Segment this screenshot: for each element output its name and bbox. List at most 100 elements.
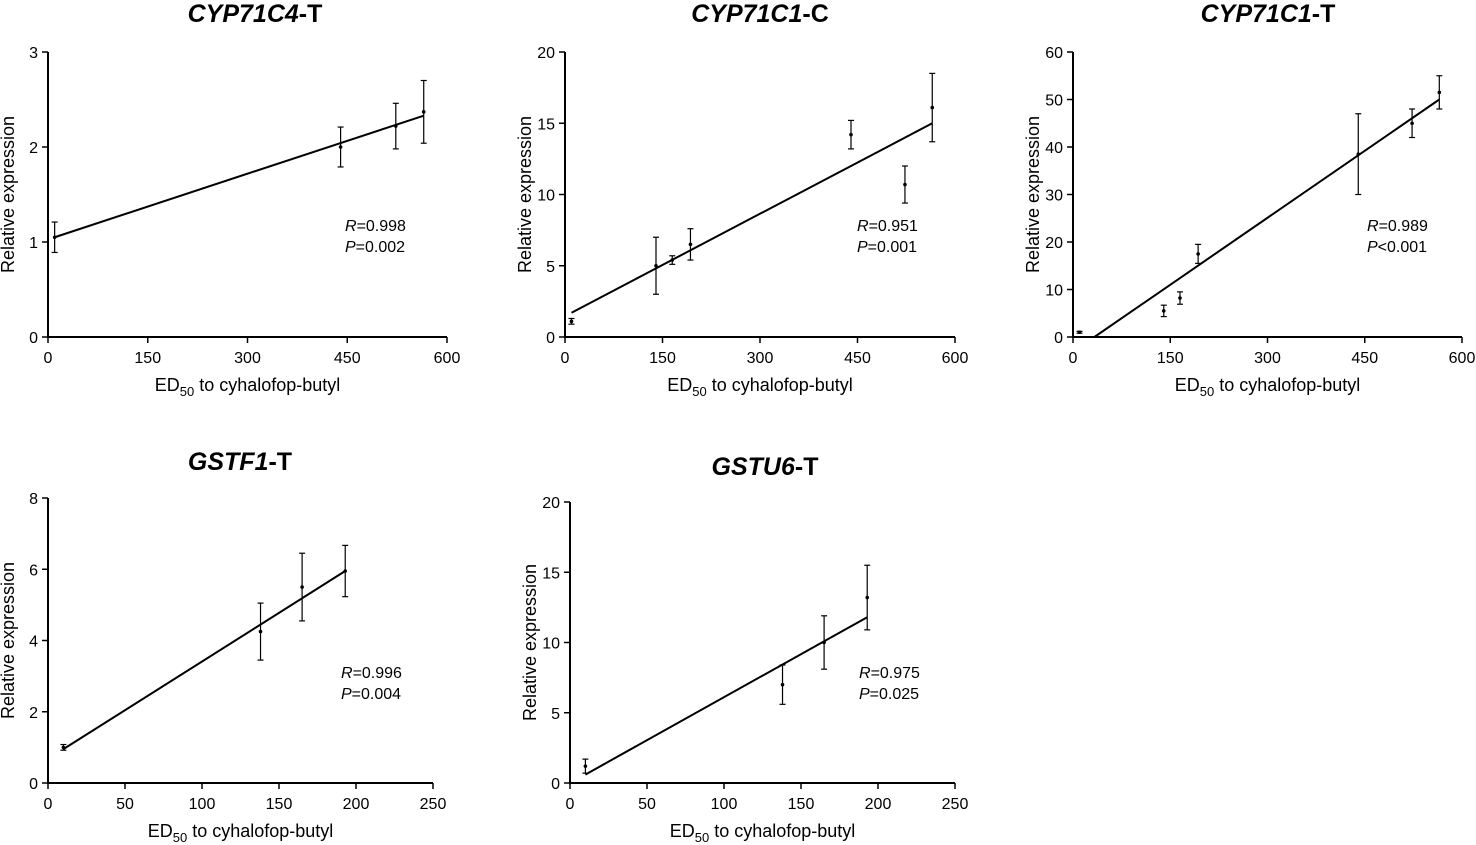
data-point xyxy=(583,764,588,768)
x-tick-label: 0 xyxy=(561,350,570,367)
y-tick-label: 15 xyxy=(542,565,560,582)
chart-title: CYP71C1-C xyxy=(691,0,829,28)
r-value: =0.989 xyxy=(1379,218,1428,235)
x-axis-label: ED50 to cyhalofop-butyl xyxy=(155,375,341,399)
x-tick-label: 0 xyxy=(566,796,575,813)
data-point xyxy=(670,258,675,262)
p-value: =0.004 xyxy=(352,686,401,703)
data-point xyxy=(1178,296,1182,300)
y-tick-label: 5 xyxy=(546,259,555,276)
x-axis-label-subscript: 50 xyxy=(173,830,187,845)
data-point xyxy=(903,182,907,187)
chart-title: GSTU6-T xyxy=(712,453,819,481)
r-label: R xyxy=(345,218,357,235)
y-tick-label: 4 xyxy=(29,634,38,651)
p-value: =0.002 xyxy=(356,239,405,256)
chart-title-suffix: -C xyxy=(802,0,828,28)
data-point xyxy=(1161,309,1166,313)
data-point xyxy=(343,569,348,573)
data-point xyxy=(780,682,785,687)
data-point xyxy=(393,124,398,128)
y-tick-label: 20 xyxy=(542,495,560,512)
x-tick-label: 250 xyxy=(942,796,969,813)
chart-title: CYP71C1-T xyxy=(1201,0,1336,28)
x-tick-label: 250 xyxy=(420,796,447,813)
x-axis-label-main: ED xyxy=(1175,375,1200,395)
r-value: =0.996 xyxy=(353,665,402,682)
p-label: P xyxy=(345,239,356,256)
p-label: P xyxy=(341,686,352,703)
r-annotation: R=0.998 xyxy=(345,218,406,235)
chart-title-suffix: -T xyxy=(299,0,323,28)
p-annotation: P=0.025 xyxy=(859,686,919,703)
x-axis-label-main: ED xyxy=(148,821,173,841)
chart-title-gene: CYP71C4 xyxy=(188,0,299,28)
chart-title-gene: GSTU6 xyxy=(712,453,796,481)
x-tick-label: 0 xyxy=(44,350,53,367)
x-axis-label: ED50 to cyhalofop-butyl xyxy=(148,821,334,845)
y-tick-label: 10 xyxy=(537,188,555,205)
y-tick-label: 0 xyxy=(29,776,38,793)
y-tick-label: 50 xyxy=(1045,93,1063,110)
data-point xyxy=(1437,90,1442,95)
r-value: =0.998 xyxy=(357,218,406,235)
p-value: =0.025 xyxy=(870,686,919,703)
p-value: <0.001 xyxy=(1378,239,1427,256)
r-value: =0.975 xyxy=(871,665,920,682)
y-tick-label: 2 xyxy=(29,705,38,722)
x-axis-label-rest: to cyhalofop-butyl xyxy=(1214,375,1360,395)
y-tick-label: 0 xyxy=(551,776,560,793)
x-axis-label: ED50 to cyhalofop-butyl xyxy=(1175,375,1361,399)
y-tick-label: 20 xyxy=(537,45,555,62)
chart-title-gene: GSTF1 xyxy=(188,448,269,476)
y-tick-label: 40 xyxy=(1045,140,1063,157)
x-tick-label: 150 xyxy=(788,796,815,813)
x-axis-label-rest: to cyhalofop-butyl xyxy=(194,375,340,395)
x-axis-label-subscript: 50 xyxy=(180,384,194,399)
data-point xyxy=(1077,330,1082,335)
chart-title: CYP71C4-T xyxy=(188,0,323,28)
p-annotation: P=0.002 xyxy=(345,239,405,256)
y-axis-label: Relative expression xyxy=(520,564,540,721)
y-axis-label: Relative expression xyxy=(515,116,535,273)
x-tick-label: 300 xyxy=(747,350,774,367)
y-tick-label: 0 xyxy=(1054,330,1063,347)
x-tick-label: 100 xyxy=(711,796,738,813)
x-axis-label-subscript: 50 xyxy=(695,830,709,845)
p-label: P xyxy=(857,239,868,256)
regression-line xyxy=(571,122,933,314)
x-tick-label: 150 xyxy=(649,350,676,367)
x-tick-label: 300 xyxy=(234,350,261,367)
y-tick-label: 1 xyxy=(29,235,38,252)
x-axis-label: ED50 to cyhalofop-butyl xyxy=(667,375,853,399)
regression-line xyxy=(54,114,425,239)
y-tick-label: 10 xyxy=(1045,283,1063,300)
x-axis-label-rest: to cyhalofop-butyl xyxy=(707,375,853,395)
y-tick-label: 20 xyxy=(1045,235,1063,252)
data-point xyxy=(569,319,574,324)
data-point xyxy=(1356,152,1361,156)
p-annotation: P<0.001 xyxy=(1367,239,1427,256)
y-tick-label: 60 xyxy=(1045,45,1063,62)
y-tick-label: 0 xyxy=(546,330,555,347)
chart-panel-3: CYP71C1-T 0 150 300 450 600 0 10 20 30 40 50 60 ED50 … xyxy=(1023,0,1475,399)
x-tick-label: 200 xyxy=(343,796,370,813)
x-axis-label-rest: to cyhalofop-butyl xyxy=(709,821,855,841)
x-tick-label: 0 xyxy=(44,796,53,813)
data-point xyxy=(930,105,935,110)
x-axis-label-subscript: 50 xyxy=(1200,384,1214,399)
x-tick-label: 150 xyxy=(134,350,161,367)
x-tick-label: 450 xyxy=(334,350,361,367)
x-tick-label: 600 xyxy=(1449,350,1476,367)
chart-title-suffix: -T xyxy=(1312,0,1336,28)
y-tick-label: 8 xyxy=(29,491,38,508)
y-axis-label: Relative expression xyxy=(0,562,18,719)
data-point xyxy=(865,595,870,600)
r-annotation: R=0.951 xyxy=(857,218,918,235)
regression-line xyxy=(1093,98,1440,338)
data-point xyxy=(822,640,826,645)
p-value: =0.001 xyxy=(868,239,917,256)
data-point xyxy=(52,235,57,240)
x-axis-label-main: ED xyxy=(155,375,180,395)
